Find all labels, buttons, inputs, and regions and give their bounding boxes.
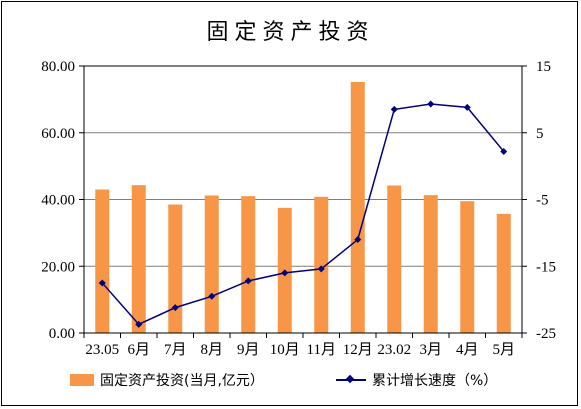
growth-line (101, 103, 505, 326)
growth-point (208, 292, 216, 300)
left-axis-tick-label: 40.00 (41, 193, 75, 209)
left-axis-tick-label: 60.00 (41, 126, 75, 142)
bar (460, 201, 475, 333)
growth-point (427, 100, 435, 108)
bar (168, 204, 183, 333)
right-axis-tick-label: -5 (536, 193, 549, 209)
growth-point (281, 269, 289, 277)
x-axis-tick-label: 7月 (164, 342, 187, 358)
bar (496, 213, 511, 333)
bar (387, 185, 402, 333)
growth-point (171, 304, 179, 312)
left-axis-tick-label: 80.00 (41, 59, 75, 75)
x-axis-tick-label: 6月 (127, 342, 150, 358)
bar (204, 195, 219, 333)
left-axis-tick-label: 20.00 (41, 259, 75, 275)
legend-item-growth: 累计增长速度（%） (336, 370, 497, 390)
growth-point (244, 277, 252, 285)
bar (350, 82, 365, 334)
legend-label-investment: 固定资产投资(当月,亿元） (100, 373, 264, 389)
x-axis-tick-label: 23.02 (377, 342, 411, 358)
bar (314, 196, 329, 333)
growth-point (500, 147, 508, 155)
legend: 固定资产投资(当月,亿元） 累计增长速度（%） (0, 370, 581, 394)
x-axis-tick-label: 10月 (270, 342, 300, 358)
left-axis-tick-label: 0.00 (49, 326, 75, 342)
legend-line-marker (336, 374, 366, 386)
growth-point (317, 265, 325, 273)
legend-item-investment: 固定资产投资(当月,亿元） (70, 370, 264, 390)
growth-point (98, 279, 106, 287)
bar (131, 185, 146, 333)
legend-bar-swatch (70, 374, 94, 386)
growth-point (463, 103, 471, 111)
legend-label-growth: 累计增长速度（%） (372, 373, 498, 389)
chart-title: 固定资产投资 (206, 20, 375, 45)
right-axis-tick-label: -25 (536, 326, 556, 342)
growth-point (390, 105, 398, 113)
x-axis-tick-label: 4月 (456, 342, 479, 358)
bar (423, 195, 438, 333)
growth-point (135, 320, 143, 328)
growth-point (354, 236, 362, 244)
right-axis-tick-label: -15 (536, 259, 556, 275)
x-axis-tick-label: 11月 (307, 342, 336, 358)
x-axis-tick-label: 23.05 (85, 342, 119, 358)
x-axis-tick-label: 12月 (343, 342, 373, 358)
x-axis-tick-label: 5月 (492, 342, 515, 358)
x-axis-tick-label: 3月 (419, 342, 442, 358)
bar (241, 196, 256, 333)
right-axis-tick-label: 5 (536, 126, 544, 142)
right-axis-tick-label: 15 (536, 59, 551, 75)
x-axis-tick-label: 8月 (200, 342, 223, 358)
x-axis-tick-label: 9月 (237, 342, 260, 358)
bar (95, 189, 110, 333)
